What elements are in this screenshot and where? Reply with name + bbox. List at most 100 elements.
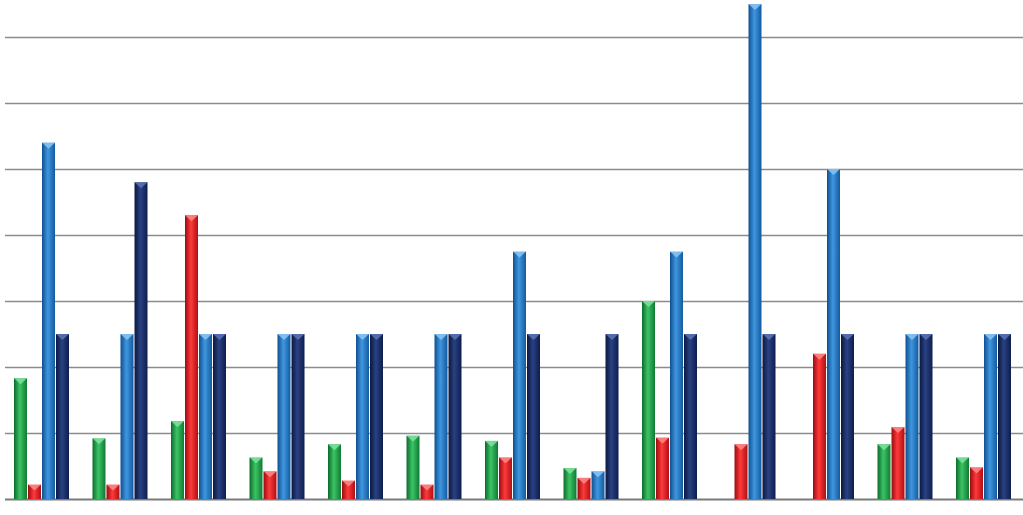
bar-tip-s4-c11 (841, 334, 854, 340)
bar-tip-s1-c13 (956, 457, 969, 464)
bar-group-5 (328, 334, 383, 499)
bar-tip-s3-c5 (356, 334, 369, 340)
bar-s3-c10 (748, 4, 762, 499)
bar-s4-c2 (134, 182, 148, 499)
bar-tip-s1-c12 (877, 444, 891, 451)
bar-tip-s3-c12 (905, 334, 919, 340)
bar-s4-c13 (998, 334, 1011, 499)
bar-tip-s3-c13 (984, 334, 997, 340)
bar-tip-s3-c9 (670, 251, 683, 258)
bar-s4-c6 (448, 334, 462, 499)
bar-s1-c12 (877, 444, 891, 499)
bar-tip-s3-c1 (42, 142, 55, 149)
bar-s4-c12 (919, 334, 933, 499)
bar-s3-c2 (120, 334, 134, 499)
bar-s4-c10 (762, 334, 776, 499)
bar-tip-s2-c12 (891, 427, 905, 434)
bar-tip-s4-c13 (998, 334, 1011, 340)
bar-s3-c13 (984, 334, 997, 499)
bar-tip-s2-c3 (185, 215, 198, 222)
bar-s4-c9 (684, 334, 697, 499)
bar-tip-s2-c2 (106, 484, 120, 491)
bar-s2-c8 (577, 477, 591, 499)
bar-tip-s3-c7 (513, 251, 526, 258)
bar-s4-c5 (370, 334, 383, 499)
bar-s3-c8 (591, 471, 605, 499)
bar-tip-s2-c6 (420, 484, 434, 491)
bar-group-7 (485, 251, 540, 499)
bar-s2-c1 (28, 484, 41, 499)
bar-tip-s4-c8 (605, 334, 619, 340)
bar-s2-c7 (499, 457, 512, 499)
bar-tip-s4-c9 (684, 334, 697, 340)
bar-tip-s4-c4 (291, 334, 305, 340)
bar-group-4 (249, 334, 305, 499)
bar-s1-c4 (249, 457, 263, 499)
bar-s3-c11 (827, 169, 840, 499)
bar-s4-c1 (56, 334, 69, 499)
bar-s2-c9 (656, 437, 669, 499)
bar-s1-c5 (328, 444, 341, 499)
bar-tip-s1-c1 (14, 378, 27, 385)
bar-tip-s2-c5 (342, 480, 355, 487)
bar-s2-c12 (891, 427, 905, 499)
bar-tip-s2-c4 (263, 471, 277, 478)
bar-tip-s2-c10 (734, 444, 748, 451)
bar-tip-s4-c5 (370, 334, 383, 340)
bar-s2-c6 (420, 484, 434, 499)
bar-tip-s1-c8 (563, 467, 577, 474)
bar-tip-s4-c12 (919, 334, 933, 340)
bar-s3-c6 (434, 334, 448, 499)
bar-s1-c1 (14, 378, 27, 499)
bar-s3-c9 (670, 251, 683, 499)
bar-s2-c5 (342, 480, 355, 499)
bar-s4-c4 (291, 334, 305, 499)
bar-tip-s3-c2 (120, 334, 134, 340)
bar-group-9 (642, 251, 697, 499)
bar-s1-c7 (485, 440, 498, 499)
bar-s2-c13 (970, 467, 983, 499)
bar-s3-c7 (513, 251, 526, 499)
bar-s1-c8 (563, 468, 577, 499)
bar-tip-s3-c11 (827, 169, 840, 175)
bars-layer (14, 4, 1011, 499)
bar-s1-c2 (92, 438, 106, 499)
bar-tip-s2-c7 (499, 457, 512, 464)
bar-tip-s1-c9 (642, 301, 655, 307)
bar-tip-s2-c11 (813, 353, 826, 360)
bar-tip-s4-c3 (213, 334, 226, 340)
bar-tip-s4-c2 (134, 182, 148, 189)
bar-s2-c3 (185, 215, 198, 499)
bar-tip-s1-c3 (171, 421, 184, 428)
bar-tip-s4-c6 (448, 334, 462, 340)
bar-s1-c3 (171, 421, 184, 499)
bar-s3-c1 (42, 142, 55, 499)
bar-s3-c3 (199, 334, 212, 499)
bar-s1-c6 (406, 435, 420, 499)
bar-group-12 (877, 334, 933, 499)
bar-group-3 (171, 215, 226, 499)
bar-s4-c11 (841, 334, 854, 499)
bar-s1-c13 (956, 457, 969, 499)
bar-tip-s2-c8 (577, 477, 591, 484)
bar-tip-s1-c5 (328, 444, 341, 451)
bar-group-2 (92, 182, 148, 499)
bar-tip-s1-c4 (249, 457, 263, 464)
bar-tip-s1-c2 (92, 438, 106, 445)
bar-tip-s3-c8 (591, 471, 605, 478)
bar-group-13 (956, 334, 1011, 499)
bar-tip-s4-c1 (56, 334, 69, 340)
bar-s3-c4 (277, 334, 291, 499)
bar-tip-s3-c4 (277, 334, 291, 340)
bar-s1-c9 (642, 301, 655, 499)
bar-tip-s3-c10 (748, 4, 762, 10)
bar-tip-s4-c10 (762, 334, 776, 340)
bar-s2-c11 (813, 353, 826, 499)
bar-tip-s2-c9 (656, 437, 669, 444)
bar-s4-c3 (213, 334, 226, 499)
bar-group-8 (563, 334, 619, 499)
bar-s4-c8 (605, 334, 619, 499)
bar-tip-s2-c1 (28, 484, 41, 491)
